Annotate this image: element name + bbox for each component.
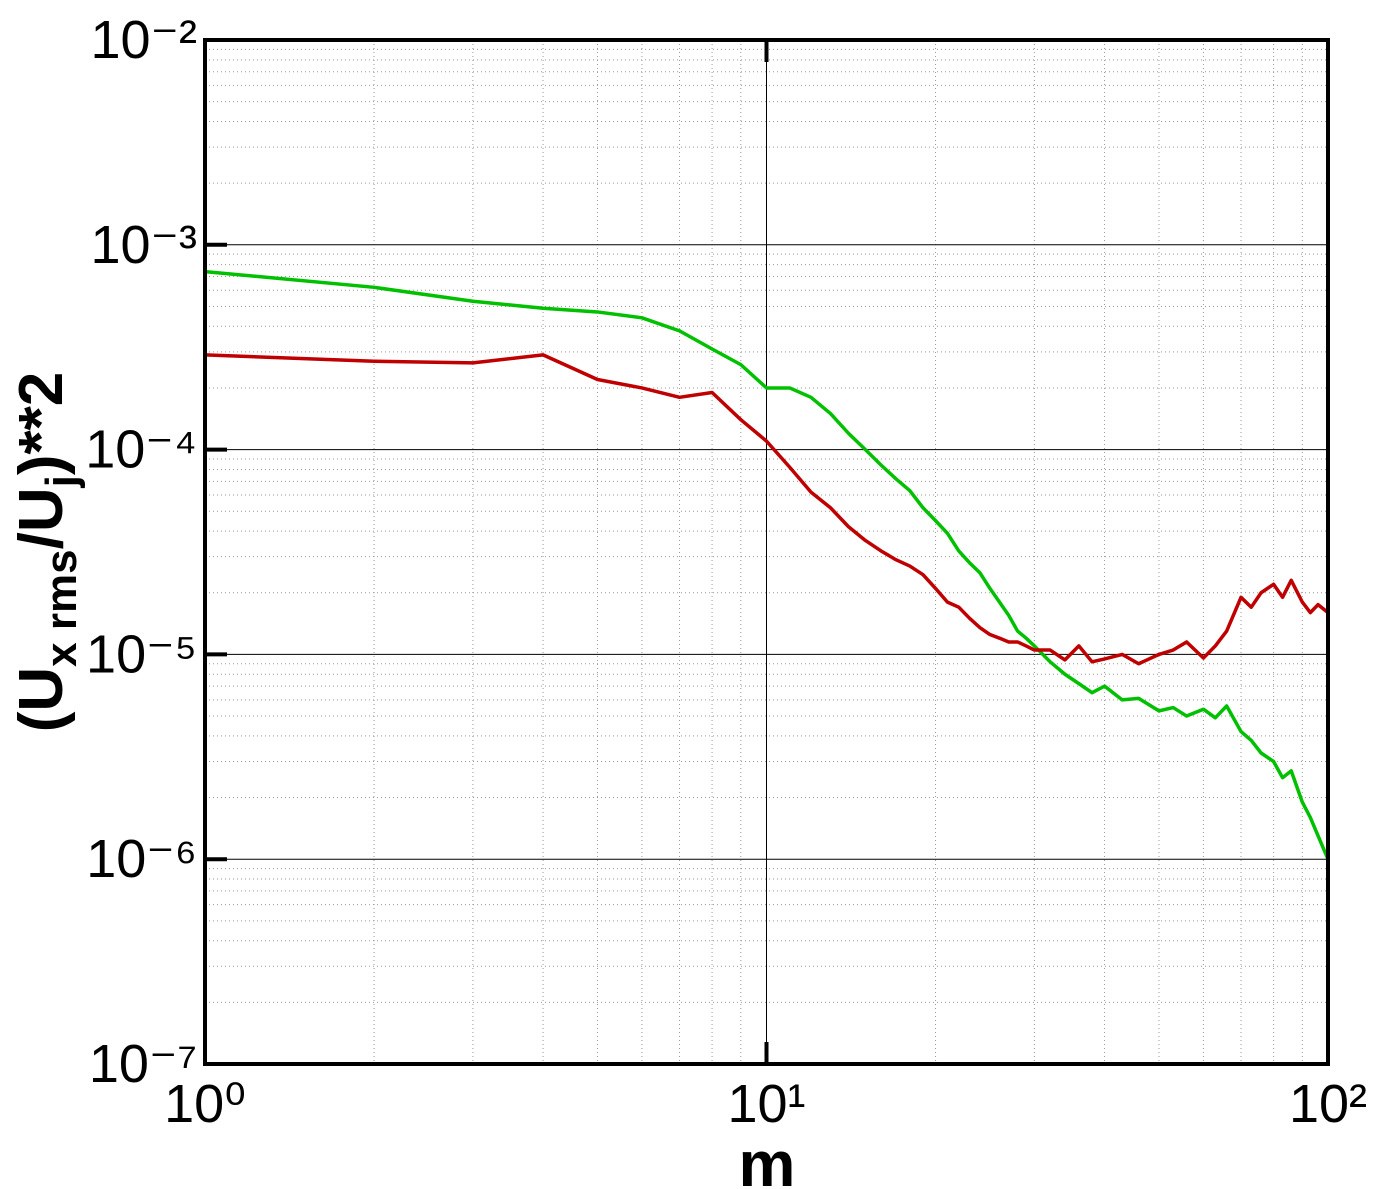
y-tick-label: 10⁻⁷	[89, 1034, 197, 1094]
y-axis-label-part: )**2	[7, 372, 76, 475]
y-tick-label: 10⁻⁵	[86, 624, 197, 684]
data-line	[204, 353, 1330, 666]
data-line	[204, 269, 1330, 860]
y-tick-label: 10⁻⁴	[85, 420, 197, 480]
y-axis-label: (Ux rms/Uj)**2	[7, 372, 86, 732]
x-tick-label: 10⁰	[164, 1074, 246, 1134]
y-tick-label: 10⁻³	[90, 215, 197, 275]
y-axis-label-part: x rms	[37, 549, 86, 666]
x-axis-label: m	[739, 1128, 796, 1189]
y-axis-label-part: /U	[7, 487, 76, 549]
x-tick-label: 10²	[1289, 1074, 1367, 1134]
y-tick-label: 10⁻⁶	[86, 829, 197, 889]
plot-frame	[203, 38, 1330, 1066]
y-tick-label: 10⁻²	[90, 10, 197, 70]
y-axis-label-part: j	[37, 475, 86, 488]
y-axis-label-part: (U	[7, 667, 76, 732]
x-tick-label: 10¹	[727, 1074, 805, 1134]
